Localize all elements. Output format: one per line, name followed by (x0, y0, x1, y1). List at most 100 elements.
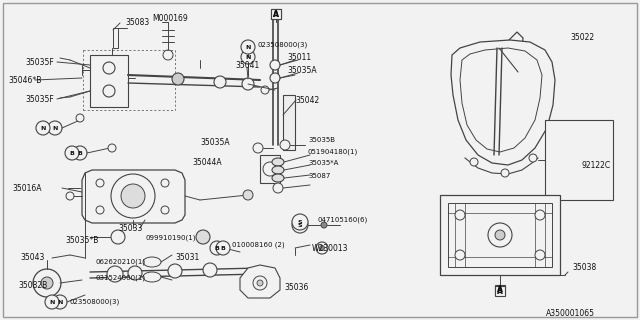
Circle shape (41, 277, 53, 289)
Circle shape (529, 154, 537, 162)
Circle shape (172, 73, 184, 85)
Circle shape (270, 73, 280, 83)
Text: N: N (245, 44, 251, 50)
Circle shape (107, 266, 123, 282)
Circle shape (161, 206, 169, 214)
Circle shape (316, 242, 328, 254)
Text: A: A (273, 10, 279, 19)
Text: 35035F: 35035F (25, 58, 54, 67)
Ellipse shape (143, 272, 161, 282)
Text: 35046*B: 35046*B (8, 76, 42, 84)
Circle shape (501, 169, 509, 177)
Text: 047105160(6): 047105160(6) (318, 217, 368, 223)
Text: 35011: 35011 (287, 52, 311, 61)
Text: 35036: 35036 (284, 284, 308, 292)
Circle shape (280, 140, 290, 150)
Circle shape (36, 121, 50, 135)
Text: 35035A: 35035A (200, 138, 230, 147)
Circle shape (103, 85, 115, 97)
Bar (545, 120, 613, 200)
Circle shape (270, 60, 280, 70)
Circle shape (45, 295, 59, 309)
Bar (495, 285, 505, 295)
Text: N: N (58, 300, 63, 305)
Text: 35087: 35087 (308, 173, 330, 179)
Circle shape (76, 114, 84, 122)
Circle shape (161, 179, 169, 187)
Text: N: N (245, 54, 251, 60)
Circle shape (163, 50, 173, 60)
Circle shape (53, 295, 67, 309)
Circle shape (73, 146, 87, 160)
Circle shape (128, 266, 142, 280)
Polygon shape (507, 32, 523, 54)
Circle shape (48, 121, 62, 135)
Circle shape (168, 264, 182, 278)
Circle shape (292, 217, 308, 233)
Text: 35044A: 35044A (192, 157, 221, 166)
Bar (260, 155, 280, 183)
Ellipse shape (272, 158, 284, 166)
Polygon shape (460, 48, 542, 152)
Circle shape (196, 230, 210, 244)
Polygon shape (240, 265, 280, 298)
Circle shape (65, 146, 79, 160)
Bar (448, 203, 552, 267)
Circle shape (242, 78, 254, 90)
Circle shape (216, 241, 230, 255)
Circle shape (253, 143, 263, 153)
Bar (90, 55, 128, 107)
Circle shape (121, 184, 145, 208)
Circle shape (253, 276, 267, 290)
Text: N: N (49, 300, 54, 305)
Text: 35035B: 35035B (308, 137, 335, 143)
Text: 35083: 35083 (125, 18, 149, 27)
Text: 023508000(3): 023508000(3) (258, 42, 308, 48)
Text: S: S (298, 220, 302, 225)
Circle shape (321, 222, 327, 228)
Text: 099910190(1): 099910190(1) (145, 235, 195, 241)
Text: 051904180(1): 051904180(1) (308, 149, 358, 155)
Text: 35035*A: 35035*A (308, 160, 339, 166)
Circle shape (292, 214, 308, 230)
Circle shape (241, 50, 255, 64)
Text: B: B (77, 150, 83, 156)
Text: A350001065: A350001065 (546, 308, 595, 317)
Bar (495, 286, 505, 296)
Circle shape (257, 280, 263, 286)
Ellipse shape (272, 174, 284, 182)
Text: 023508000(3): 023508000(3) (70, 299, 120, 305)
Polygon shape (451, 40, 555, 165)
Text: A: A (497, 285, 503, 294)
Text: W230013: W230013 (312, 244, 349, 252)
Circle shape (535, 250, 545, 260)
Text: N: N (52, 125, 58, 131)
Text: 031524000(1): 031524000(1) (95, 275, 145, 281)
Text: A: A (273, 10, 279, 19)
Text: B: B (70, 150, 74, 156)
Circle shape (210, 241, 224, 255)
Circle shape (96, 206, 104, 214)
Bar (113, 28, 118, 48)
Circle shape (273, 183, 283, 193)
Text: 35041: 35041 (235, 60, 259, 69)
Circle shape (214, 76, 226, 88)
Circle shape (241, 40, 255, 54)
Text: S: S (298, 222, 302, 228)
Text: 35035F: 35035F (25, 94, 54, 103)
Bar (271, 9, 281, 19)
Circle shape (96, 179, 104, 187)
Text: B: B (214, 245, 220, 251)
Bar (440, 195, 560, 275)
Circle shape (455, 250, 465, 260)
Ellipse shape (143, 257, 161, 267)
Circle shape (263, 162, 277, 176)
Text: M000169: M000169 (152, 13, 188, 22)
Circle shape (495, 230, 505, 240)
Polygon shape (82, 170, 185, 223)
Circle shape (111, 230, 125, 244)
Circle shape (108, 144, 116, 152)
Text: 35042: 35042 (295, 95, 319, 105)
Circle shape (66, 192, 74, 200)
Text: 062620210(1): 062620210(1) (95, 259, 145, 265)
